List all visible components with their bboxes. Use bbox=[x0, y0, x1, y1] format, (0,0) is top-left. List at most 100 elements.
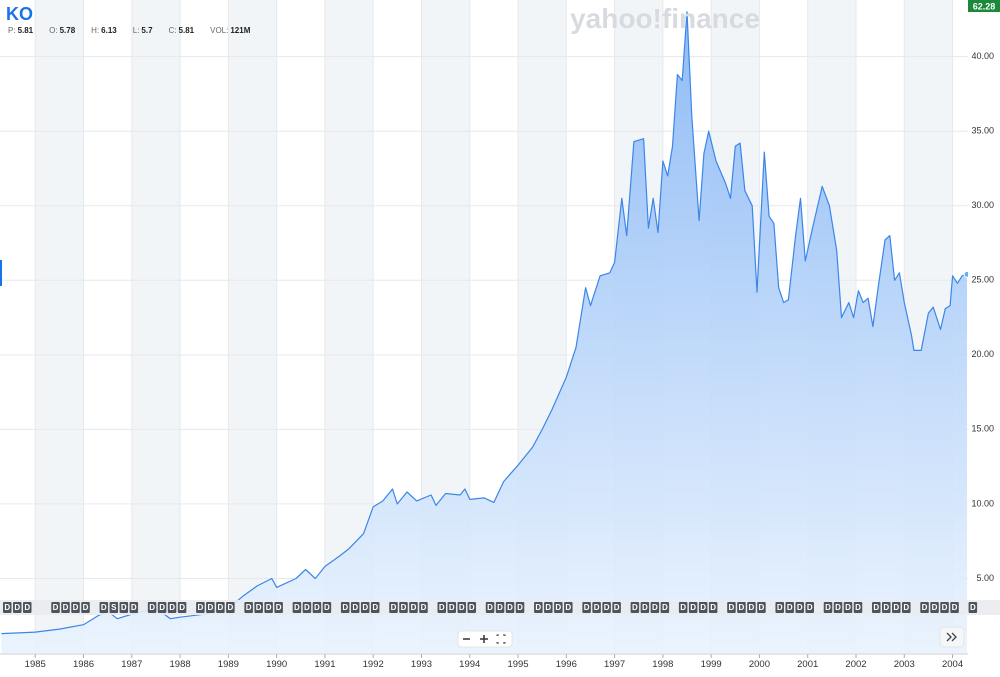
quote-value: 5.78 bbox=[60, 26, 76, 35]
event-label: D bbox=[893, 603, 899, 612]
x-tick-label: 1993 bbox=[411, 659, 432, 670]
event-label: D bbox=[835, 603, 841, 612]
event-label: D bbox=[932, 603, 938, 612]
event-box bbox=[534, 602, 543, 613]
event-box bbox=[399, 602, 408, 613]
quote-value: 121M bbox=[230, 26, 250, 35]
scroll-icon bbox=[946, 632, 957, 642]
event-label: D bbox=[749, 603, 755, 612]
x-tick-label: 1999 bbox=[701, 659, 722, 670]
event-box bbox=[485, 602, 495, 613]
price-badge-text: 62.28 bbox=[973, 1, 996, 11]
event-box bbox=[419, 602, 428, 613]
event-box bbox=[843, 602, 853, 613]
event-label: D bbox=[777, 603, 783, 612]
event-box bbox=[340, 602, 350, 613]
event-box bbox=[244, 602, 253, 613]
x-tick-label: 2000 bbox=[749, 659, 770, 670]
event-box bbox=[350, 602, 360, 613]
event-box bbox=[467, 602, 477, 613]
quote-value: 5.81 bbox=[179, 26, 195, 35]
quote-label: L: bbox=[133, 26, 140, 35]
event-box bbox=[892, 602, 901, 613]
y-tick-label: 15.00 bbox=[971, 424, 994, 434]
event-box bbox=[785, 602, 794, 613]
event-label: D bbox=[903, 603, 909, 612]
event-label: D bbox=[169, 603, 175, 612]
scroll-button[interactable] bbox=[939, 626, 965, 648]
event-label: D bbox=[469, 603, 475, 612]
event-label: D bbox=[497, 603, 503, 612]
event-label: D bbox=[545, 603, 551, 612]
event-box bbox=[902, 602, 911, 613]
year-band bbox=[131, 0, 181, 653]
quote-label: H: bbox=[91, 26, 99, 35]
year-band bbox=[228, 0, 277, 653]
event-box bbox=[13, 602, 22, 613]
quote-value: 5.81 bbox=[18, 26, 34, 35]
event-box bbox=[650, 602, 660, 613]
event-label: D bbox=[729, 603, 735, 612]
event-box bbox=[688, 602, 698, 613]
event-label: D bbox=[825, 603, 831, 612]
event-label: D bbox=[565, 603, 571, 612]
event-label: D bbox=[121, 603, 127, 612]
event-label: D bbox=[604, 603, 610, 612]
event-label: D bbox=[372, 603, 378, 612]
event-label: D bbox=[439, 603, 445, 612]
event-box bbox=[833, 602, 843, 613]
event-label: D bbox=[4, 603, 10, 612]
event-box bbox=[322, 602, 332, 613]
event-box bbox=[119, 602, 129, 613]
x-tick-label: 2004 bbox=[942, 659, 963, 670]
event-box bbox=[727, 602, 736, 613]
event-box bbox=[853, 602, 863, 613]
event-box bbox=[312, 602, 322, 613]
event-box bbox=[564, 602, 573, 613]
event-box bbox=[447, 602, 457, 613]
y-tick-label: 35.00 bbox=[971, 126, 994, 136]
quote-label: C: bbox=[169, 26, 177, 35]
fullscreen[interactable] bbox=[496, 634, 506, 644]
axis-panel bbox=[968, 0, 1000, 677]
event-box bbox=[515, 602, 525, 613]
side-handle[interactable] bbox=[0, 260, 2, 286]
event-label: D bbox=[535, 603, 541, 612]
zoom-controls[interactable] bbox=[457, 630, 513, 648]
event-box bbox=[757, 602, 766, 613]
event-label: D bbox=[246, 603, 252, 612]
event-label: D bbox=[459, 603, 465, 612]
y-tick-label: 30.00 bbox=[971, 200, 994, 210]
event-box bbox=[737, 602, 746, 613]
x-tick-label: 1997 bbox=[604, 659, 625, 670]
event-box bbox=[775, 602, 784, 613]
event-label: D bbox=[324, 603, 330, 612]
event-box bbox=[747, 602, 756, 613]
event-box bbox=[805, 602, 814, 613]
event-box bbox=[360, 602, 370, 613]
event-label: S bbox=[111, 603, 117, 612]
event-label: D bbox=[855, 603, 861, 612]
event-label: D bbox=[614, 603, 620, 612]
event-label: D bbox=[787, 603, 793, 612]
zoom-in[interactable] bbox=[480, 635, 488, 643]
event-box bbox=[678, 602, 688, 613]
event-label: D bbox=[401, 603, 407, 612]
ticker: KO bbox=[6, 4, 33, 24]
x-tick-label: 1998 bbox=[652, 659, 673, 670]
event-box bbox=[196, 602, 205, 613]
x-tick-label: 2001 bbox=[797, 659, 818, 670]
event-label: D bbox=[131, 603, 137, 612]
event-box bbox=[968, 602, 978, 613]
event-label: D bbox=[217, 603, 223, 612]
event-box bbox=[61, 602, 70, 613]
x-tick-label: 2003 bbox=[894, 659, 915, 670]
event-label: D bbox=[362, 603, 368, 612]
x-tick-label: 1989 bbox=[218, 659, 239, 670]
event-box bbox=[457, 602, 467, 613]
event-label: D bbox=[952, 603, 958, 612]
y-tick-label: 20.00 bbox=[971, 349, 994, 359]
event-label: D bbox=[207, 603, 213, 612]
event-label: D bbox=[304, 603, 310, 612]
